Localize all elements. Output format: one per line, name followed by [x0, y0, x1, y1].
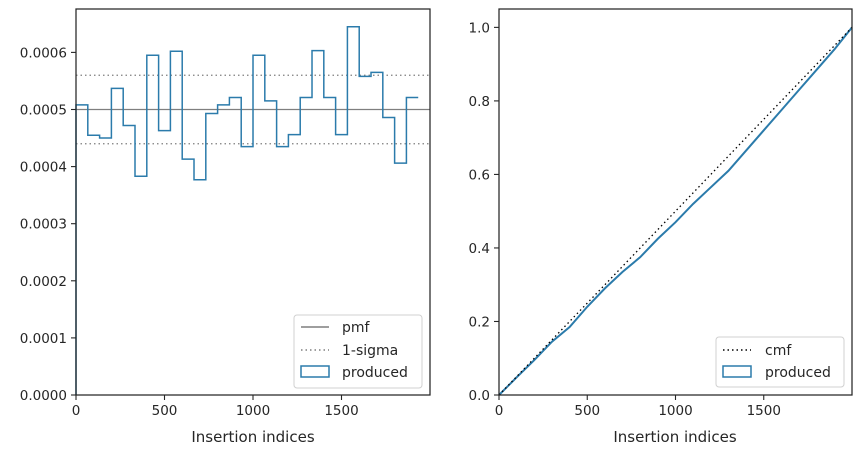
- legend-label-pmf: pmf: [342, 320, 371, 336]
- cmf-y-tick-label: 0.6: [469, 167, 490, 183]
- pmf-x-tick-label: 500: [152, 403, 178, 419]
- pmf-x-tick-label: 0: [72, 403, 81, 419]
- cmf-x-tick-label: 0: [495, 403, 504, 419]
- pmf-x-tick-label: 1500: [324, 403, 358, 419]
- cmf-y-tick-label: 0.2: [469, 314, 490, 330]
- pmf-x-tick-label: 1000: [236, 403, 270, 419]
- pmf-chart-marks: [75, 25, 430, 395]
- pmf-y-tick-label: 0.0000: [20, 388, 67, 404]
- pmf-chart-x-axis-label: Insertion indices: [191, 428, 314, 446]
- pmf-y-tick-label: 0.0006: [20, 45, 67, 61]
- cmf-chart-plot-area: [499, 9, 852, 395]
- legend-label-produced: produced: [342, 365, 408, 381]
- cmf-x-tick-label: 1000: [658, 403, 692, 419]
- cmf-chart-legend-box: [715, 336, 845, 388]
- pmf-chart-legend: pmf 1-sigma produced: [293, 314, 423, 389]
- cmf-y-tick-label: 0.0: [469, 388, 490, 404]
- legend-label-1-sigma: 1-sigma: [342, 343, 398, 359]
- cmf-y-tick-label: 0.8: [469, 94, 490, 110]
- legend-swatch-produced: [300, 365, 330, 378]
- cmf-chart: 0 500 1000 1500 0.0 0.2 0.4 0.6 0.8 1.0 Insertion…: [469, 8, 853, 446]
- legend-label-produced-cumulative: produced: [765, 365, 831, 381]
- produced-histogram-step: [75, 25, 419, 395]
- cmf-chart-x-axis-label: Insertion indices: [613, 428, 736, 446]
- cmf-y-tick-label: 0.4: [469, 241, 490, 257]
- pmf-y-tick-label: 0.0002: [20, 274, 67, 290]
- cmf-chart-marks: [498, 26, 853, 396]
- pmf-chart-frame: [75, 8, 431, 396]
- cmf-chart-legend: cmf produced: [715, 336, 845, 388]
- pmf-y-tick-label: 0.0001: [20, 331, 67, 347]
- cmf-x-tick-label: 500: [574, 403, 600, 419]
- pmf-chart: 0 500 1000 1500 0.0000 0.0001 0.0002 0.0003 0.00…: [20, 8, 431, 446]
- pmf-chart-legend-box: [293, 314, 423, 389]
- pmf-y-tick-label: 0.0003: [20, 217, 67, 233]
- legend-label-cmf: cmf: [765, 343, 792, 359]
- pmf-y-tick-label: 0.0004: [20, 160, 67, 176]
- cmf-y-tick-label: 1.0: [469, 20, 490, 36]
- cmf-x-tick-label: 1500: [747, 403, 781, 419]
- pmf-y-tick-label: 0.0005: [20, 102, 67, 118]
- pmf-chart-ticks: 0 500 1000 1500 0.0000 0.0001 0.0002 0.0003 0.00…: [20, 45, 359, 419]
- produced-cumulative-line: [498, 26, 853, 396]
- legend-swatch-produced-cumulative: [722, 365, 752, 378]
- cmf-chart-frame: [498, 8, 853, 396]
- cmf-chart-ticks: 0 500 1000 1500 0.0 0.2 0.4 0.6 0.8 1.0: [469, 20, 781, 419]
